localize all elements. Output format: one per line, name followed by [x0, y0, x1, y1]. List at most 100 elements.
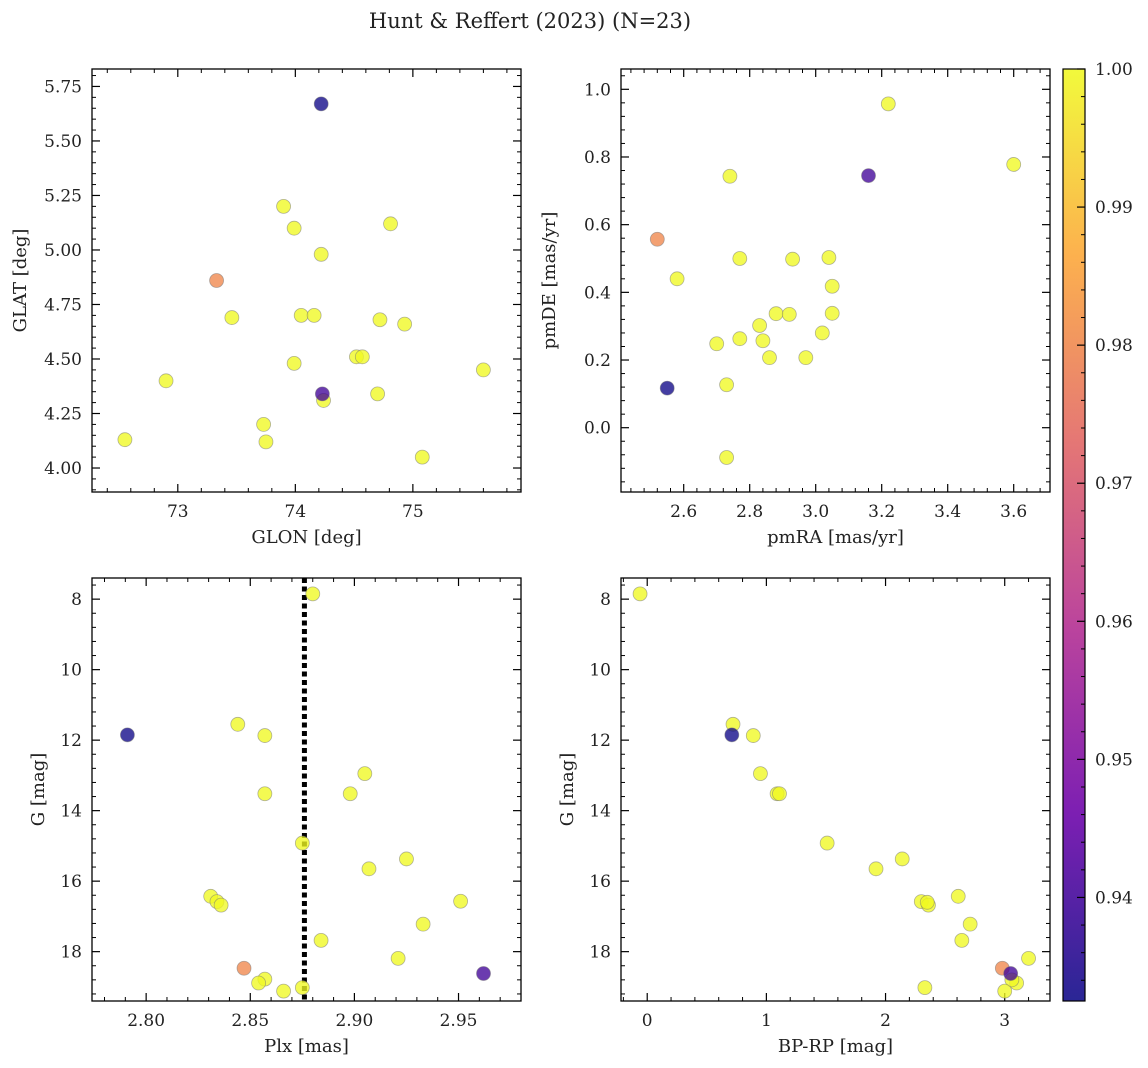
colorbar-tick-label: 0.96 [1095, 612, 1133, 632]
scatter-point [224, 310, 240, 325]
scatter-point [397, 316, 413, 332]
y-tick-label: 10 [60, 661, 82, 681]
scatter-point [213, 897, 229, 913]
panel-plx-g: 2.80 2.85 2.90 2.95 8 10 12 14 16 18 Plx [mas] G [m… [28, 577, 522, 1057]
scatter-point [313, 96, 329, 112]
scatter-point [209, 273, 224, 288]
scatter-point [669, 271, 685, 287]
x-axis-label: BP-RP [mag] [778, 1036, 893, 1057]
scatter-point [372, 312, 388, 328]
scatter-point [824, 305, 840, 321]
scatter-point [781, 306, 797, 322]
y-tick-label: 0.0 [584, 419, 611, 439]
scatter-point [475, 362, 491, 378]
scatter-point [649, 231, 665, 247]
x-tick-label: 3.2 [868, 502, 895, 522]
x-axis-label: GLON [deg] [251, 527, 361, 548]
colorbar-tick-label: 1.00 [1095, 60, 1133, 80]
scatter-point [258, 434, 274, 450]
y-tick-label: 8 [600, 590, 611, 610]
scatter-point [798, 350, 814, 366]
y-tick-label: 4.00 [44, 459, 82, 479]
scatter-point [415, 916, 431, 932]
scatter-point [383, 216, 398, 232]
scatter-point [819, 835, 835, 851]
scatter-point [357, 766, 373, 782]
scatter-point [997, 983, 1013, 999]
scatter-point [919, 894, 935, 910]
scatter-point [917, 980, 933, 996]
scatter-point [314, 386, 330, 402]
y-tick-label: 0.2 [584, 351, 611, 371]
scatter-point [1006, 157, 1022, 172]
axes-frame [620, 577, 1051, 1002]
plot-area-pmra-pmde [649, 96, 1022, 465]
scatter-point [719, 450, 734, 465]
scatter-point [785, 251, 800, 267]
y-tick-label: 0.8 [584, 148, 611, 168]
x-tick-label: 3.4 [934, 502, 961, 522]
y-tick-label: 0.6 [584, 216, 611, 236]
y-tick-label: 14 [589, 802, 611, 822]
figure-title: Hunt & Reffert (2023) (N=23) [369, 9, 691, 33]
scatter-point [824, 278, 840, 294]
scatter-point [230, 716, 246, 732]
x-tick-label: 3 [999, 1011, 1010, 1031]
y-tick-label: 5.75 [44, 77, 82, 97]
y-tick-label: 5.50 [44, 132, 82, 152]
colorbar-tick-label: 0.94 [1095, 888, 1133, 908]
scatter-point [306, 307, 322, 323]
y-tick-label: 4.25 [44, 405, 82, 425]
axes-frame [91, 577, 522, 1002]
scatter-point [709, 336, 725, 352]
x-tick-label: 75 [402, 502, 424, 522]
scatter-point [370, 386, 386, 402]
axes-frame [91, 68, 522, 493]
scatter-point [120, 727, 135, 743]
scatter-point [732, 331, 748, 347]
scatter-point [276, 983, 291, 999]
colorbar: 0.94 0.95 0.96 0.97 0.98 0.99 1.00 [1062, 60, 1133, 1002]
scatter-point [894, 851, 910, 867]
y-tick-label: 5.00 [44, 241, 82, 261]
scatter-point [453, 893, 469, 909]
x-tick-label: 74 [285, 502, 307, 522]
y-axis-label: G [mag] [557, 753, 578, 826]
panel-pmra-pmde: 2.6 2.8 3.0 3.2 3.4 3.6 0.0 0.2 0.4 0.6 0.8 1.0 pmRA… [539, 68, 1051, 548]
scatter-point [361, 861, 377, 877]
scatter-point [158, 373, 174, 389]
scatter-point [251, 975, 267, 991]
scatter-point [294, 980, 310, 996]
scatter-point [821, 250, 837, 265]
x-tick-label: 1 [761, 1011, 772, 1031]
y-tick-label: 8 [71, 590, 82, 610]
scatter-point [390, 950, 406, 966]
plot-area-bprp-g [632, 586, 1036, 999]
axes-frame [620, 68, 1051, 493]
y-axis-label: pmDE [mas/yr] [539, 212, 560, 350]
panel-glon-glat: 73 74 75 4.00 4.25 4.50 4.75 5.00 5.25 5.50 5.75 GL… [10, 68, 522, 548]
scatter-point [236, 960, 252, 976]
y-axis-label: GLAT [deg] [10, 229, 31, 333]
colorbar-tick-label: 0.98 [1095, 336, 1133, 356]
scatter-point [257, 786, 273, 802]
y-tick-label: 16 [60, 872, 82, 892]
scatter-point [732, 251, 748, 266]
scatter-point [305, 586, 321, 602]
y-tick-label: 10 [589, 661, 611, 681]
scatter-point [745, 728, 761, 743]
scatter-point [962, 916, 978, 932]
x-tick-label: 73 [167, 502, 189, 522]
scatter-point [293, 307, 309, 323]
scatter-point [861, 168, 876, 183]
x-tick-label: 2.85 [231, 1011, 269, 1031]
x-tick-label: 0 [642, 1011, 653, 1031]
x-tick-label: 3.0 [802, 502, 829, 522]
y-tick-label: 12 [60, 731, 82, 751]
x-tick-label: 2.95 [440, 1011, 478, 1031]
scatter-point [659, 380, 675, 396]
scatter-point [414, 449, 430, 465]
scatter-point [755, 333, 771, 349]
scatter-point [772, 786, 787, 802]
scatter-point [768, 306, 784, 322]
